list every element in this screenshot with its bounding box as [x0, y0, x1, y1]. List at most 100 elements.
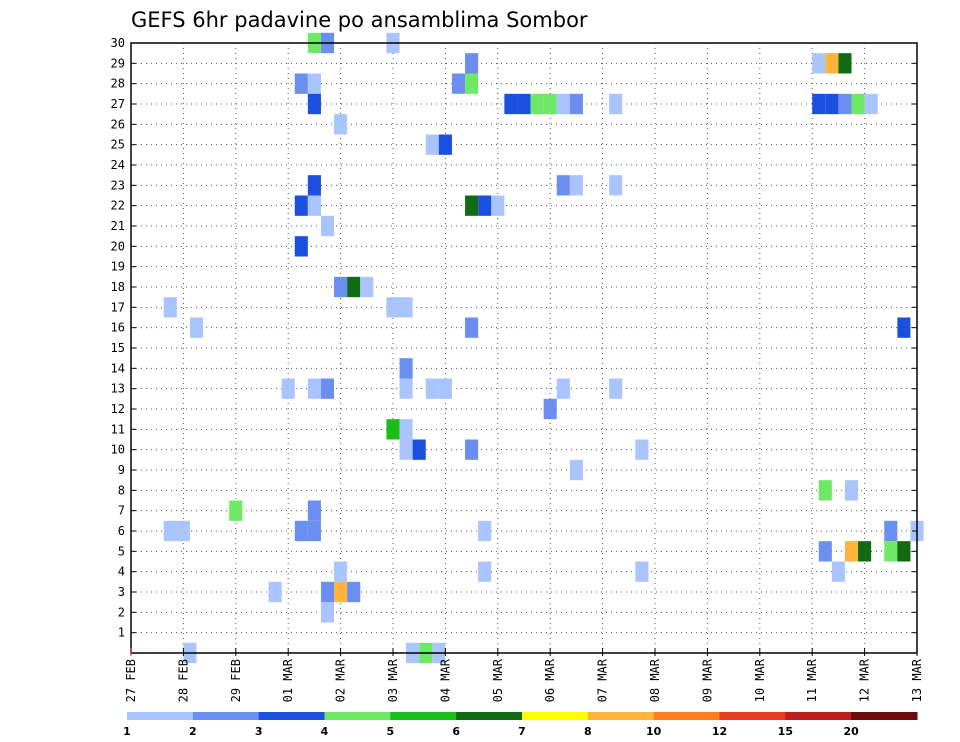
precip-cell [838, 53, 852, 74]
precip-cell [334, 581, 348, 603]
y-tick-label: 9 [118, 463, 125, 477]
y-tick-label: 22 [111, 199, 125, 213]
precip-cell [884, 520, 898, 542]
precip-cell [844, 480, 859, 501]
precip-cell [517, 93, 531, 115]
y-tick-label: 12 [111, 402, 125, 416]
colorbar-label: 3 [255, 725, 263, 738]
colorbar-swatch [719, 712, 786, 720]
x-tick-label: 06 MAR [543, 658, 557, 702]
precip-cell [543, 93, 557, 115]
precip-cell [294, 236, 308, 257]
precip-cell [294, 520, 308, 542]
precip-cell [229, 500, 243, 521]
precip-cell [320, 215, 335, 237]
colorbar-label: 10 [646, 725, 662, 738]
precip-cell [818, 541, 832, 562]
precip-cell [451, 73, 466, 94]
y-tick-label: 2 [118, 605, 125, 619]
y-tick-label: 10 [111, 443, 125, 457]
y-tick-label: 8 [118, 483, 125, 497]
x-tick-label: 07 MAR [596, 658, 610, 702]
precip-cell [609, 378, 623, 399]
x-tick-label: 27 FEB [124, 659, 138, 702]
x-tick-label: 09 MAR [700, 658, 714, 702]
colorbar-label: 12 [712, 725, 727, 738]
y-tick-label: 17 [111, 300, 125, 314]
precip-cell [530, 93, 544, 115]
precip-cell [347, 581, 361, 603]
precip-cell [268, 581, 282, 603]
precip-cell [465, 53, 479, 74]
data-cells [163, 32, 924, 664]
precip-cell [281, 378, 295, 399]
x-tick-label: 10 MAR [753, 658, 767, 702]
precip-cell [399, 378, 413, 399]
precip-cell [609, 93, 623, 115]
precip-cell [360, 276, 374, 298]
colorbar-swatch [324, 712, 391, 720]
precip-cell [884, 541, 898, 562]
x-tick-label: 28 FEB [176, 659, 190, 702]
precip-cell [320, 378, 335, 399]
precip-cell [858, 541, 872, 562]
y-tick-label: 15 [111, 341, 125, 355]
colorbar-swatch [587, 712, 655, 720]
colorbar-swatch [653, 712, 720, 720]
precip-cell [478, 561, 492, 582]
precip-cell [438, 134, 452, 155]
x-axis: 27 FEB 28 FEB 29 FEB 01 MAR 02 MAR 03 MAR 04 M… [124, 648, 924, 702]
precip-cell [818, 480, 832, 501]
precip-cell [307, 93, 321, 115]
y-tick-label: 30 [111, 36, 125, 50]
precip-cell [386, 419, 400, 440]
y-tick-label: 29 [111, 56, 125, 70]
x-tick-label: 08 MAR [648, 658, 662, 702]
precip-cell [399, 439, 413, 460]
precip-cell [334, 114, 348, 135]
colorbar-label: 20 [844, 725, 860, 738]
precip-cell [844, 541, 859, 562]
precip-cell [569, 459, 583, 481]
colorbar-swatch [127, 712, 194, 720]
colorbar-label: 7 [518, 725, 526, 738]
precip-cell [556, 93, 570, 115]
y-tick-label: 11 [111, 422, 125, 436]
x-tick-label: 12 MAR [858, 658, 872, 702]
y-tick-label: 24 [111, 158, 125, 172]
colorbar-swatch [390, 712, 457, 720]
precip-cell [320, 602, 335, 623]
y-tick-label: 3 [118, 585, 125, 599]
precip-cell [635, 561, 649, 582]
precip-cell [556, 378, 570, 399]
precip-cell [189, 317, 204, 338]
precip-cell [825, 93, 839, 115]
precip-cell [294, 73, 308, 94]
precip-cell [838, 93, 852, 115]
y-tick-label: 6 [118, 524, 125, 538]
y-tick-label: 13 [111, 382, 125, 396]
precip-cell [635, 439, 649, 460]
precip-cell [425, 134, 439, 155]
colorbar-label: 1 [123, 725, 131, 738]
x-tick-label: 11 MAR [805, 658, 819, 702]
precip-cell [307, 73, 321, 94]
precip-cell [543, 398, 557, 420]
precip-cell [294, 195, 308, 216]
grid [130, 42, 918, 653]
precip-cell [334, 561, 348, 582]
precip-cell [465, 317, 479, 338]
y-tick-label: 4 [118, 565, 125, 579]
precip-cell [609, 175, 623, 196]
precip-cell [465, 73, 479, 94]
colorbar-swatch [785, 712, 852, 720]
x-tick-label: 04 MAR [438, 658, 452, 702]
plot-frame [130, 42, 918, 654]
x-tick-label: 01 MAR [281, 658, 295, 702]
colorbar-label: 15 [778, 725, 793, 738]
colorbar-swatch [851, 712, 918, 720]
precip-cell [307, 500, 321, 521]
precip-cell [176, 520, 190, 542]
precip-cell [851, 93, 865, 115]
